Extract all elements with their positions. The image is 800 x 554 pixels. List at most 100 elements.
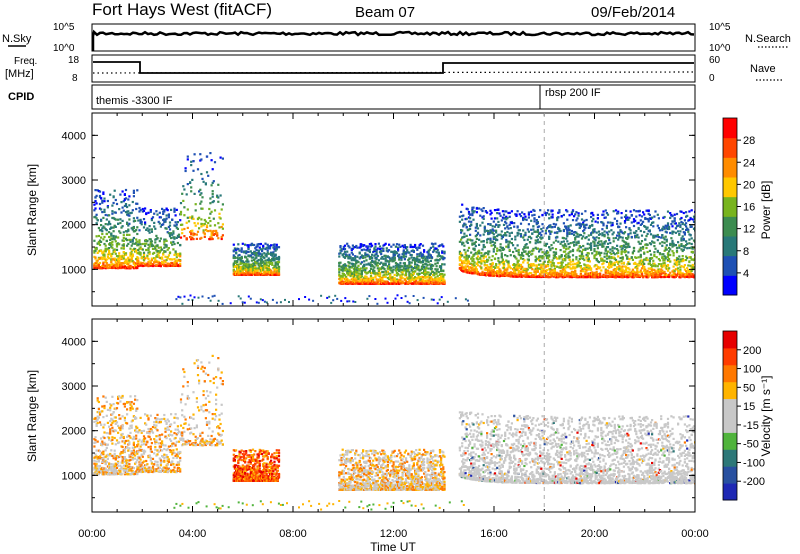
range-cell: [375, 248, 378, 251]
range-cell: [408, 279, 411, 282]
range-cell: [440, 275, 443, 278]
range-cell: [388, 265, 391, 268]
range-cell: [427, 255, 430, 258]
range-cell: [94, 189, 97, 192]
range-cell: [209, 236, 212, 239]
range-cell: [98, 243, 102, 247]
range-cell: [508, 223, 511, 226]
range-cell: [560, 272, 563, 275]
range-cell: [175, 236, 178, 239]
range-cell: [437, 259, 440, 262]
range-cell: [372, 271, 375, 274]
range-cell: [216, 232, 219, 235]
range-cell: [536, 247, 539, 250]
range-cell: [579, 246, 582, 249]
range-cell: [272, 256, 275, 259]
range-cell: [565, 248, 568, 251]
range-cell: [516, 261, 519, 264]
range-cell: [265, 263, 268, 267]
range-cell: [149, 238, 152, 241]
range-cell: [126, 267, 129, 270]
range-cell: [622, 261, 625, 264]
range-cell: [374, 275, 377, 278]
range-cell: [390, 277, 393, 280]
range-cell: [373, 248, 376, 251]
range-cell: [270, 244, 273, 247]
range-cell: [634, 274, 637, 277]
range-cell: [171, 233, 174, 236]
range-cell: [577, 240, 580, 243]
range-cell: [164, 238, 167, 241]
range-cell: [175, 259, 178, 262]
range-cell: [467, 246, 471, 249]
range-cell: [97, 226, 100, 230]
range-cell: [554, 251, 558, 254]
range-cell: [401, 253, 404, 256]
range-cell: [113, 224, 116, 227]
range-cell: [585, 223, 588, 226]
range-cell: [562, 213, 565, 217]
range-cell: [617, 212, 620, 215]
range-cell: [463, 248, 466, 252]
range-cell: [221, 223, 224, 226]
range-cell: [475, 222, 478, 226]
range-cell: [548, 224, 551, 227]
range-cell: [530, 264, 533, 267]
range-cell: [473, 271, 476, 274]
range-cell: [523, 267, 526, 270]
range-cell: [584, 247, 587, 250]
range-cell: [584, 271, 587, 274]
range-cell: [149, 209, 152, 212]
range-cell: [417, 265, 420, 268]
range-cell: [262, 244, 265, 247]
range-cell: [588, 265, 591, 268]
range-cell: [559, 275, 562, 278]
range-cell: [129, 238, 132, 242]
range-cell: [163, 250, 166, 253]
range-cell: [463, 270, 466, 273]
range-cell: [536, 275, 539, 278]
range-cell: [562, 250, 565, 253]
range-cell: [199, 159, 202, 162]
range-cell: [487, 223, 490, 226]
range-cell: [578, 224, 581, 227]
range-cell: [238, 253, 241, 257]
range-cell: [151, 252, 155, 255]
range-cell: [496, 247, 499, 250]
range-cell: [167, 254, 170, 257]
range-cell: [504, 232, 507, 235]
range-cell: [614, 236, 618, 240]
range-cell: [102, 266, 105, 269]
range-cell: [612, 269, 615, 272]
range-cell: [514, 275, 517, 278]
range-cell: [554, 265, 558, 268]
range-cell: [121, 225, 124, 228]
range-cell: [150, 257, 153, 260]
range-cell: [201, 196, 204, 199]
range-cell: [376, 267, 379, 270]
range-cell: [399, 279, 402, 282]
range-cell: [495, 263, 498, 266]
range-cell: [612, 231, 615, 234]
range-cell: [181, 232, 184, 235]
range-cell: [342, 252, 345, 256]
range-cell: [575, 219, 578, 222]
range-cell: [519, 215, 523, 218]
range-cell: [498, 224, 501, 227]
range-cell: [599, 243, 602, 246]
range-cell: [421, 259, 425, 262]
range-cell: [571, 254, 575, 257]
range-cell: [564, 243, 567, 246]
range-cell: [497, 257, 500, 260]
range-cell: [530, 210, 533, 213]
range-cell: [577, 261, 580, 264]
range-cell: [510, 222, 513, 225]
range-cell: [606, 271, 610, 274]
range-cell: [352, 281, 356, 285]
range-cell: [540, 274, 543, 277]
range-cell: [429, 254, 432, 257]
range-cell: [348, 246, 351, 249]
range-cell: [118, 252, 121, 255]
range-cell: [510, 272, 513, 275]
range-cell: [209, 152, 212, 155]
